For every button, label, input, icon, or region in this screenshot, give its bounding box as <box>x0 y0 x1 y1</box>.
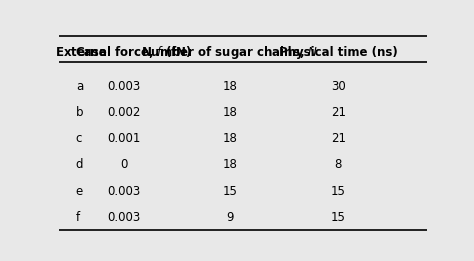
Text: 0.003: 0.003 <box>107 185 140 198</box>
Text: 0.002: 0.002 <box>107 106 140 119</box>
Text: 21: 21 <box>331 106 346 119</box>
Text: External force, $\mathit{f}$ (fN): External force, $\mathit{f}$ (fN) <box>55 44 192 61</box>
Text: 18: 18 <box>223 80 237 93</box>
Text: 8: 8 <box>335 158 342 171</box>
Text: Physical time (ns): Physical time (ns) <box>279 46 398 59</box>
Text: c: c <box>76 132 82 145</box>
Text: a: a <box>76 80 83 93</box>
Text: 21: 21 <box>331 132 346 145</box>
Text: Case: Case <box>76 46 108 59</box>
Text: 18: 18 <box>223 106 237 119</box>
Text: 15: 15 <box>331 185 346 198</box>
Text: 0.003: 0.003 <box>107 211 140 224</box>
Text: e: e <box>76 185 83 198</box>
Text: f: f <box>76 211 80 224</box>
Text: 0: 0 <box>120 158 127 171</box>
Text: 9: 9 <box>226 211 234 224</box>
Text: b: b <box>76 106 83 119</box>
Text: Number of sugar chains, $\mathit{N}$: Number of sugar chains, $\mathit{N}$ <box>141 44 319 61</box>
Text: 18: 18 <box>223 132 237 145</box>
Text: 0.003: 0.003 <box>107 80 140 93</box>
Text: 0.001: 0.001 <box>107 132 140 145</box>
Text: 15: 15 <box>331 211 346 224</box>
Text: 15: 15 <box>223 185 237 198</box>
Text: d: d <box>76 158 83 171</box>
Text: 18: 18 <box>223 158 237 171</box>
Text: 30: 30 <box>331 80 346 93</box>
